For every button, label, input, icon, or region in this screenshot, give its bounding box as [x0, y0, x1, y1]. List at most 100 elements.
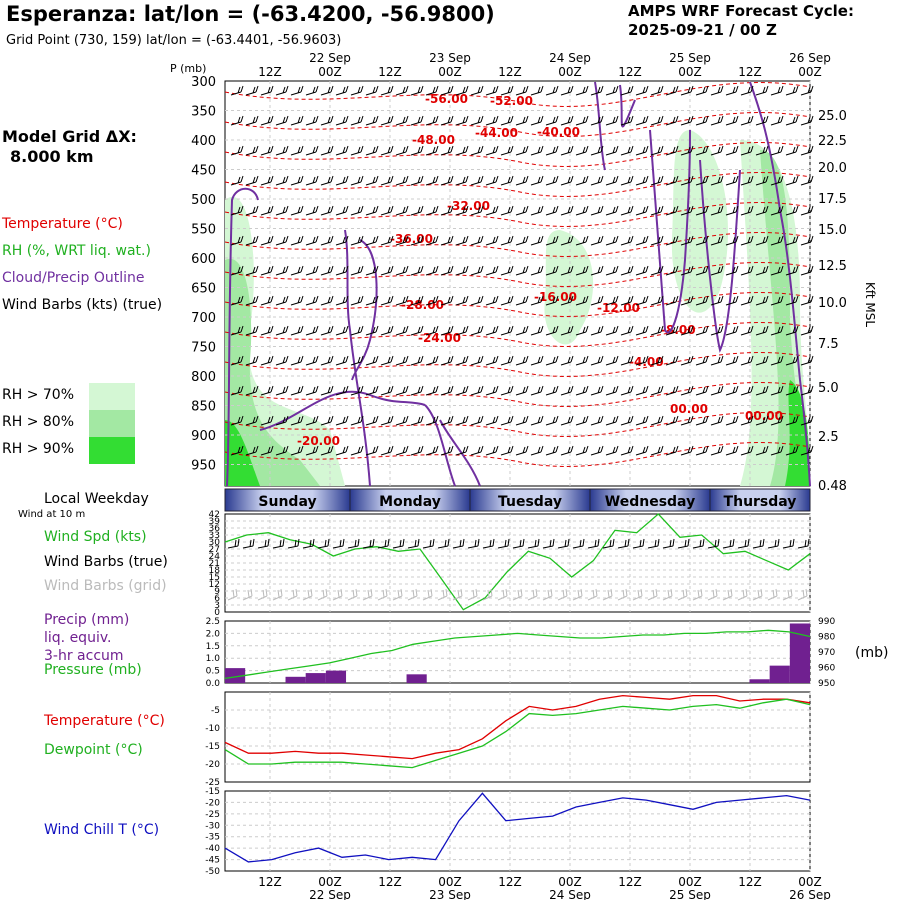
temp-tick-label: -5: [211, 706, 220, 716]
wind-barb: [395, 295, 409, 306]
wind-barb: [380, 325, 394, 336]
wind-barb: [290, 445, 304, 456]
temperature-contour: [224, 82, 811, 107]
weekday-bar: Sunday Monday Tuesday Wednesday Thursday: [224, 488, 811, 512]
wind-barb: [440, 415, 454, 426]
grid-wind-barb: [752, 588, 763, 601]
grid-wind-barb: [737, 588, 748, 601]
wind-barb: [575, 235, 589, 246]
bottom-date-label: 25 Sep: [669, 888, 711, 900]
wind-barb: [500, 355, 514, 366]
wind-barb: [650, 295, 664, 306]
wind-barb: [680, 265, 694, 276]
wind-barb: [590, 145, 604, 156]
true-wind-barb: [572, 538, 585, 549]
wind-barb: [530, 295, 544, 306]
wind-barbs-profile: [230, 85, 814, 456]
grid-wind-barb: [527, 588, 538, 601]
wind-barb: [350, 295, 364, 306]
wind-barb: [800, 445, 814, 456]
wind-barb: [455, 325, 469, 336]
wind-barb: [620, 205, 634, 216]
wind-barb: [500, 295, 514, 306]
true-wind-barb: [617, 538, 630, 549]
wind-barb: [245, 385, 259, 396]
wind-barb: [485, 385, 499, 396]
windchill-tick-label: -25: [205, 810, 220, 820]
wind-barb: [410, 295, 424, 306]
wind-barb: [665, 175, 679, 186]
wind-barb: [275, 265, 289, 276]
bottom-date-label: 24 Sep: [549, 888, 591, 900]
wind-barb: [410, 115, 424, 126]
wind-barb: [335, 205, 349, 216]
wind-speed-label: Wind Spd (kts): [44, 529, 147, 545]
temperature-contours: [224, 82, 811, 467]
wind-barb: [320, 385, 334, 396]
wind-barb: [275, 115, 289, 126]
wind-barb: [275, 235, 289, 246]
wind-barb: [785, 385, 799, 396]
wind-barb: [785, 265, 799, 276]
cloud-outline: [749, 81, 811, 487]
true-wind-barb: [557, 538, 570, 549]
wind-barb: [695, 355, 709, 366]
wind-barb: [680, 385, 694, 396]
pressure-tick-label: 500: [191, 193, 216, 208]
wind-tick-label: 21: [209, 559, 220, 569]
wind-barb: [530, 205, 544, 216]
wind-tick-label: 18: [209, 566, 221, 576]
legend-rh90: RH > 90%: [2, 441, 75, 457]
grid-wind-barb: [677, 588, 688, 601]
wind-barb: [635, 445, 649, 456]
wind-barb: [755, 265, 769, 276]
wind-barb: [725, 415, 739, 426]
wind-barb: [695, 295, 709, 306]
wind-barb: [245, 115, 259, 126]
wind-barb: [800, 235, 814, 246]
top-date-label: 22 Sep: [309, 51, 351, 65]
wind-barb: [230, 445, 244, 456]
wind-barb: [500, 115, 514, 126]
precip-bar: [325, 670, 347, 683]
wind-barb: [725, 85, 739, 96]
wind-barb: [695, 175, 709, 186]
wind-barb: [800, 325, 814, 336]
wind-barb: [515, 175, 529, 186]
wind-barb: [800, 205, 814, 216]
pressure-tick-label: 450: [191, 164, 216, 179]
wind-barb: [650, 175, 664, 186]
bottom-time-tick-label: 00Z: [798, 875, 822, 889]
wind-barb: [635, 265, 649, 276]
wind-barb: [500, 445, 514, 456]
precip-tick-label: 0.0: [206, 679, 221, 689]
grid-wind-barb: [347, 588, 358, 601]
precip-tick-label: 2.5: [206, 617, 220, 627]
windchill-tick-label: -20: [205, 798, 220, 808]
precip-label-2: liq. equiv.: [44, 630, 112, 646]
top-time-tick-label: 00Z: [318, 65, 342, 79]
local-weekday-label: Local Weekday: [44, 491, 149, 507]
grid-wind-barb: [317, 588, 328, 601]
wind-barb: [755, 355, 769, 366]
true-wind-barb: [347, 538, 360, 549]
wind-barb: [425, 115, 439, 126]
wind-barb: [680, 85, 694, 96]
wind-barb: [575, 385, 589, 396]
wind-barb: [410, 265, 424, 276]
cloud-outline: [649, 129, 691, 334]
grid-wind-barb: [572, 588, 583, 601]
temperature-contour-label: -24.00: [418, 331, 461, 345]
rh80-area-left: [225, 258, 320, 486]
height-tick-label: 5.0: [818, 381, 839, 396]
wind-barb: [620, 325, 634, 336]
true-wind-barb: [662, 538, 675, 549]
height-tick-label: 10.0: [818, 296, 847, 311]
wind-barb: [680, 175, 694, 186]
wind-barb: [800, 355, 814, 366]
true-wind-barb: [677, 538, 690, 549]
wind-barb: [455, 175, 469, 186]
wind-barb: [710, 205, 724, 216]
wind-barb: [590, 445, 604, 456]
grid-wind-barb: [707, 588, 718, 601]
